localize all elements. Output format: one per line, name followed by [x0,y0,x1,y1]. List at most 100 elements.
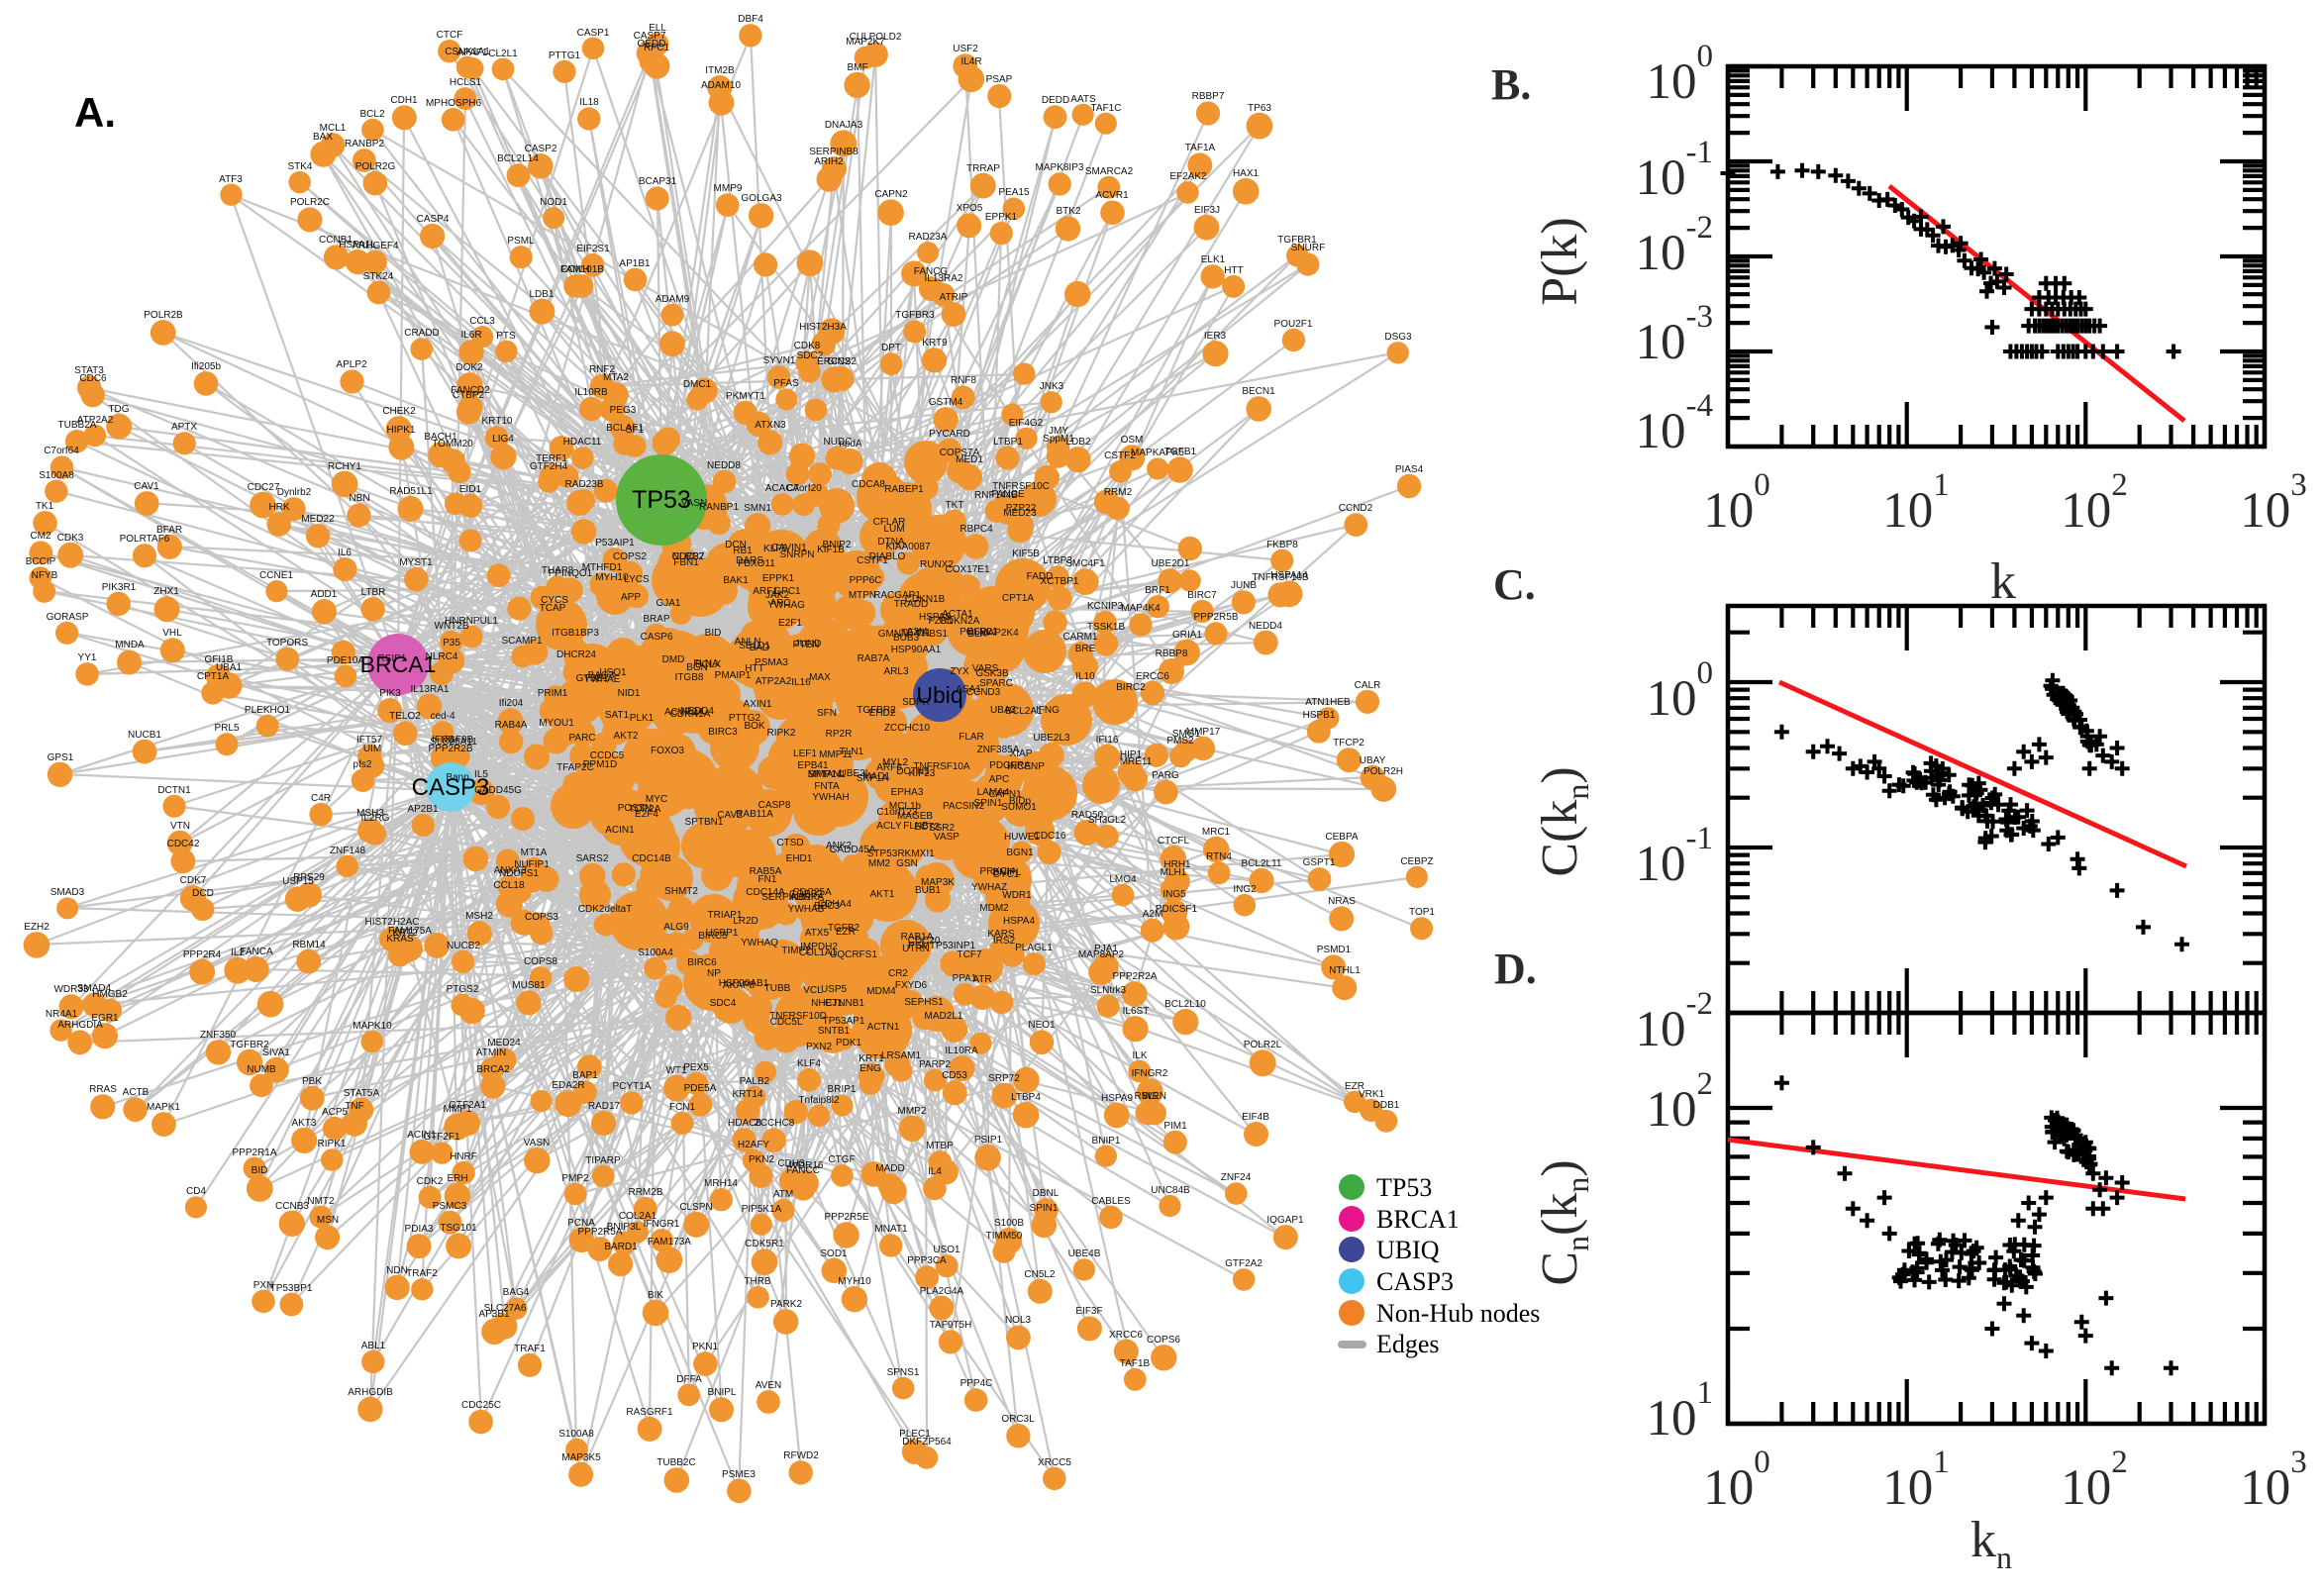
svg-text:VRK1: VRK1 [1359,1089,1385,1100]
svg-text:CTCF: CTCF [437,30,463,41]
svg-text:H2AFY: H2AFY [738,1140,770,1150]
svg-text:FCN1: FCN1 [669,1102,696,1113]
svg-text:BAG4: BAG4 [503,1287,530,1298]
svg-text:Tnfaip8l2: Tnfaip8l2 [798,1095,840,1106]
svg-text:BRCA1: BRCA1 [1376,1205,1460,1234]
svg-text:NEDD4: NEDD4 [1249,621,1282,632]
svg-text:IL10RB: IL10RB [574,387,608,398]
svg-text:PKN1: PKN1 [692,1342,719,1352]
svg-text:IL6: IL6 [338,548,352,558]
svg-text:BCLAF1: BCLAF1 [606,423,644,434]
svg-text:PLAGL1: PLAGL1 [1015,943,1053,953]
svg-text:TGFBR3: TGFBR3 [895,310,935,321]
svg-text:MTBP: MTBP [926,1141,954,1151]
svg-text:RTN4: RTN4 [1206,851,1232,862]
svg-text:RAD23B: RAD23B [565,479,604,490]
svg-text:PIK3R1: PIK3R1 [102,582,137,593]
svg-text:GORASP: GORASP [47,612,89,623]
svg-text:ZHX1: ZHX1 [153,586,179,597]
svg-text:NUDC: NUDC [824,437,853,448]
svg-text:TNFRSF10C: TNFRSF10C [992,481,1050,492]
svg-text:MSN: MSN [317,1215,339,1226]
svg-text:MED22: MED22 [301,514,335,525]
svg-text:PSMD1: PSMD1 [1317,945,1352,955]
svg-text:E2F4: E2F4 [635,809,658,820]
svg-text:PIK3: PIK3 [379,688,401,699]
svg-text:BIRC7: BIRC7 [1187,590,1217,601]
svg-text:S100B: S100B [994,1218,1024,1229]
svg-text:BCL2L11: BCL2L11 [1242,858,1282,869]
svg-text:TFCP2: TFCP2 [1333,738,1364,748]
svg-text:AKT3: AKT3 [291,1118,316,1129]
svg-text:ADAM10: ADAM10 [701,80,741,91]
svg-text:PMP2: PMP2 [561,1173,589,1184]
svg-text:STK24: STK24 [363,271,394,282]
svg-text:APTX: APTX [171,422,197,433]
svg-text:CAV1: CAV1 [134,481,159,492]
svg-text:pfs2: pfs2 [354,759,372,770]
svg-text:SMARCA2: SMARCA2 [1085,166,1134,177]
svg-text:IFT57: IFT57 [356,735,383,746]
svg-text:BUB3: BUB3 [893,633,920,644]
svg-text:TK1: TK1 [36,501,54,512]
svg-text:MYST1: MYST1 [399,557,433,568]
svg-text:PZP22: PZP22 [1006,503,1037,514]
svg-text:FKBP8: FKBP8 [1266,540,1298,550]
svg-text:CARM1: CARM1 [1062,632,1097,643]
svg-text:GSN: GSN [896,858,918,869]
svg-text:P(k): P(k) [1532,217,1588,306]
svg-text:ZYX: ZYX [950,666,969,677]
svg-text:PRL5: PRL5 [214,723,239,734]
svg-text:RB1: RB1 [733,546,753,556]
svg-text:ATRIP: ATRIP [940,292,968,303]
svg-text:IL6R: IL6R [460,330,481,341]
svg-text:RABEP1: RABEP1 [884,484,924,495]
svg-text:RAD17: RAD17 [588,1101,621,1112]
svg-text:RAB7A: RAB7A [858,653,890,664]
svg-text:KRAS: KRAS [386,934,414,945]
svg-text:MAPK10: MAPK10 [353,1021,392,1032]
svg-text:YWHAZ: YWHAZ [971,882,1007,893]
svg-text:A.: A. [74,89,116,136]
svg-text:RAB4A: RAB4A [495,720,528,731]
svg-text:CDK2deltaT: CDK2deltaT [578,904,632,915]
svg-text:SNTB1: SNTB1 [818,1026,851,1037]
svg-text:PLEKHO1: PLEKHO1 [245,705,291,716]
svg-text:MADD: MADD [875,1163,904,1174]
svg-text:CTCFL: CTCFL [1158,836,1190,847]
svg-text:ACTB: ACTB [123,1087,150,1098]
svg-text:GSTM4: GSTM4 [929,397,963,408]
svg-text:BECN1: BECN1 [1242,386,1275,397]
svg-text:CDK7: CDK7 [180,875,207,886]
svg-text:SMAD4: SMAD4 [77,983,112,994]
svg-text:MYH10: MYH10 [595,572,629,583]
svg-text:PCNA: PCNA [567,1218,595,1229]
svg-text:PDK1: PDK1 [836,1038,862,1048]
svg-text:RPS29: RPS29 [293,872,325,883]
svg-text:CDC27: CDC27 [248,482,280,493]
svg-text:BID: BID [252,1165,268,1176]
svg-text:IL10RA: IL10RA [945,1046,978,1056]
svg-text:CDKN1A: CDKN1A [670,709,711,720]
svg-text:CN5L2: CN5L2 [1024,1269,1056,1280]
svg-text:TDG: TDG [108,404,129,415]
svg-text:CEBPA: CEBPA [1325,832,1358,843]
svg-text:ced-4: ced-4 [430,711,454,722]
svg-text:YY1: YY1 [78,652,97,663]
svg-text:ANK2: ANK2 [826,841,853,851]
svg-text:MCL1b: MCL1b [889,801,922,812]
svg-text:BTK2: BTK2 [1056,206,1080,217]
svg-text:SEPHS1: SEPHS1 [904,997,944,1008]
svg-text:CASP6: CASP6 [641,632,673,643]
svg-text:TAF9T5H: TAF9T5H [930,1320,972,1331]
svg-text:FLNB: FLNB [903,821,929,832]
svg-text:ING5: ING5 [1162,889,1186,900]
svg-text:ACP5: ACP5 [322,1107,349,1118]
svg-text:PKMYT1: PKMYT1 [726,391,765,402]
svg-text:ATM: ATM [773,1189,793,1200]
svg-text:UNC84B: UNC84B [1151,1185,1190,1196]
svg-text:ATN1HEB: ATN1HEB [1305,697,1351,708]
svg-text:GSPT1: GSPT1 [1303,857,1336,868]
svg-text:IL13RA2: IL13RA2 [925,273,963,284]
svg-text:GINS2: GINS2 [827,356,857,367]
